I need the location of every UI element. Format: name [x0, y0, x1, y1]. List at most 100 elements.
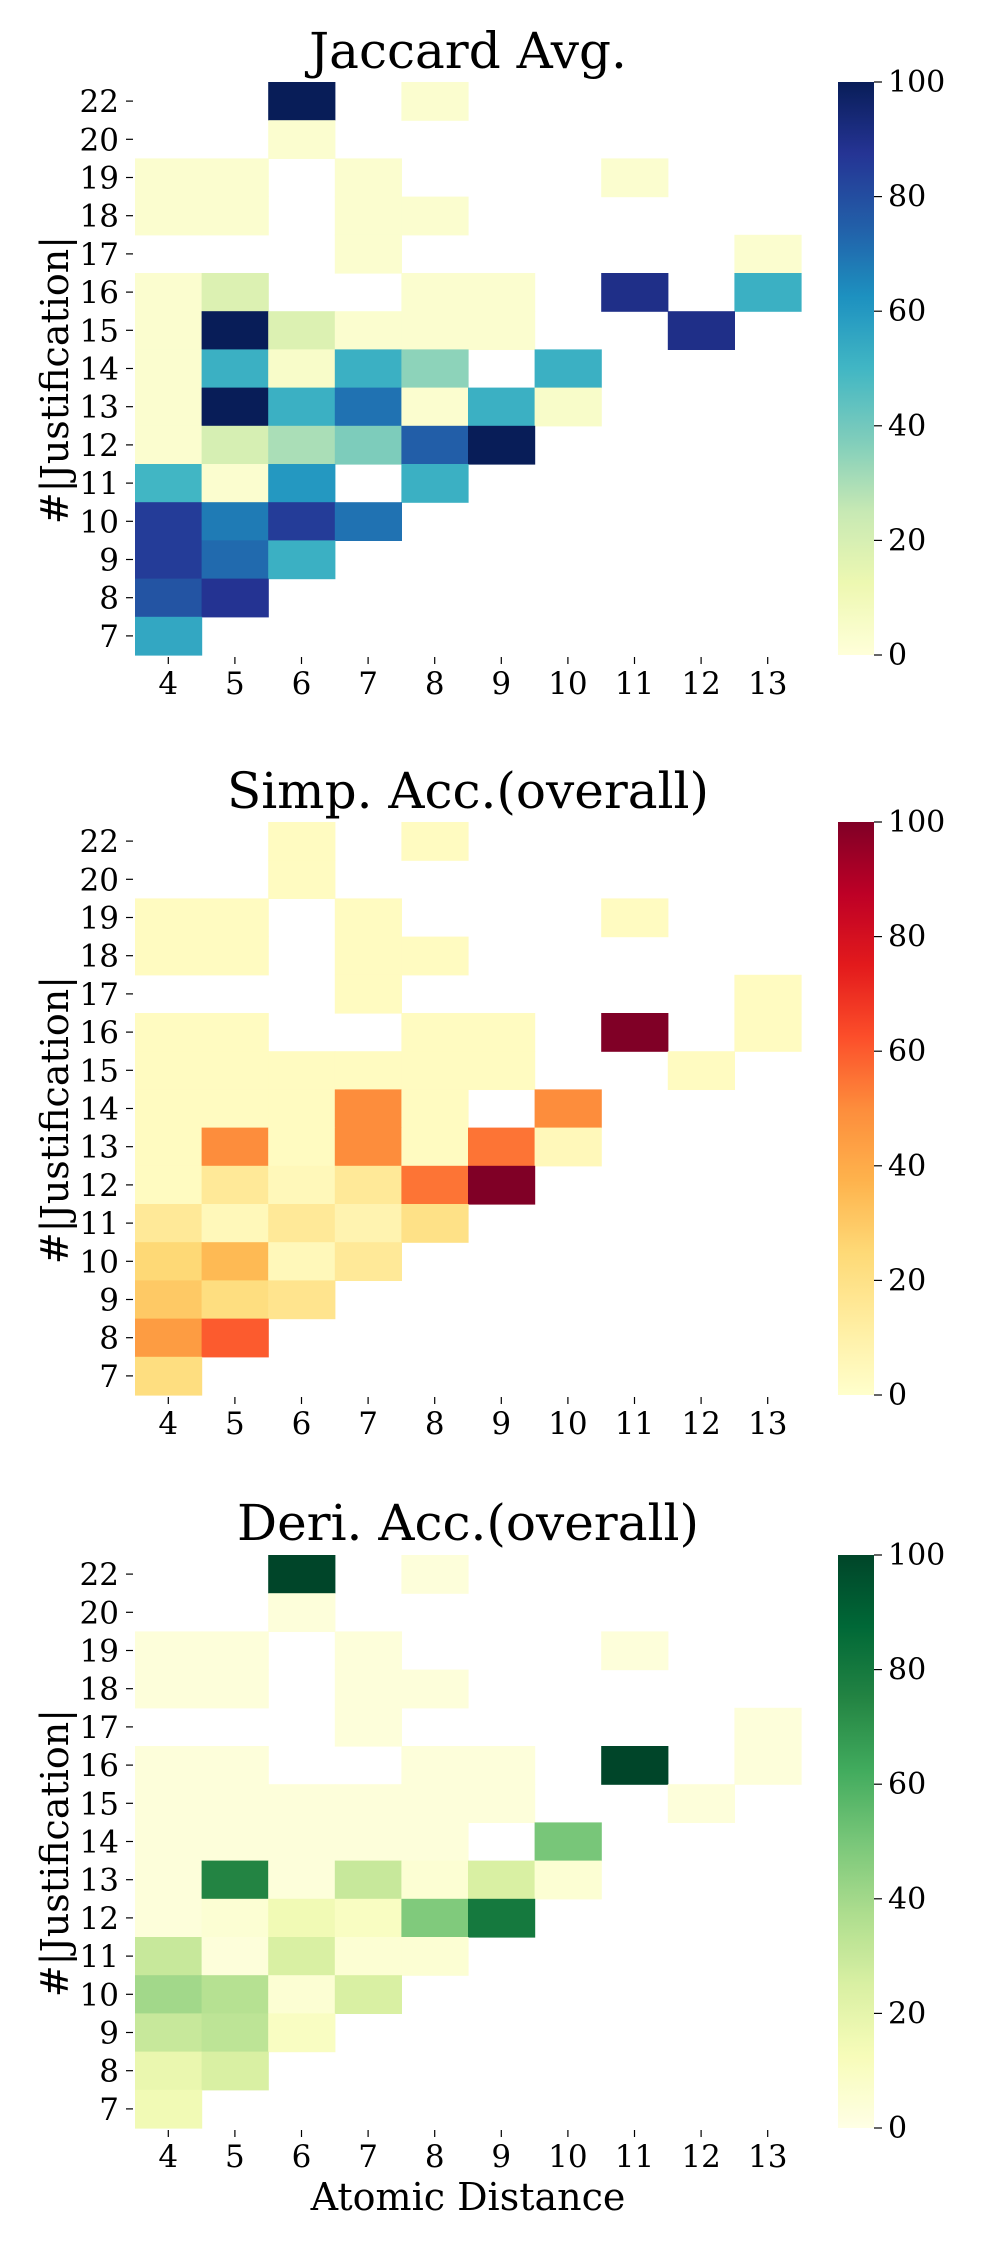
y-tick-label: 7 — [99, 619, 119, 655]
y-tick-label: 13 — [80, 1130, 119, 1166]
colorbar-tick-label: 80 — [888, 180, 926, 215]
y-tick-label: 15 — [80, 313, 119, 349]
heatmap-cell — [667, 1784, 735, 1823]
heatmap-cell — [201, 387, 269, 427]
colorbar-tick-label: 40 — [888, 409, 926, 444]
heatmap-cell — [268, 464, 336, 503]
heatmap-cell — [201, 2051, 269, 2091]
heatmap-cell — [135, 1975, 203, 2014]
jaccard-heatmap-panel: Jaccard Avg. #|Justification| 2220191817… — [33, 22, 945, 702]
heatmap-cell — [334, 1631, 402, 1671]
heatmap-cell — [334, 311, 402, 350]
heatmap-cell — [201, 1631, 269, 1671]
heatmap-cell — [334, 1051, 402, 1090]
y-tick-label: 7 — [99, 1359, 119, 1395]
heatmap-cell — [135, 273, 203, 312]
y-tick-label: 18 — [80, 1672, 119, 1708]
heatmap-cell — [268, 425, 336, 465]
heatmap-cell — [401, 349, 469, 389]
y-tick-label: 11 — [80, 1939, 119, 1975]
x-tick-label: 10 — [548, 2139, 587, 2175]
heatmap-cell — [334, 1784, 402, 1823]
colorbar-tick-label: 20 — [888, 523, 926, 558]
x-tick-label: 12 — [681, 1406, 720, 1442]
y-axis-label: #|Justification| — [33, 976, 77, 1264]
y-tick-label: 22 — [80, 824, 119, 860]
heatmap-cell — [135, 349, 203, 389]
heatmap-cell — [734, 273, 802, 312]
heatmap-cell — [734, 1013, 802, 1052]
colorbar — [838, 822, 874, 1395]
x-tick-label: 8 — [425, 2139, 445, 2175]
heatmap-cell — [401, 1746, 469, 1785]
heatmap-cell — [601, 1013, 669, 1052]
heatmap-cell — [135, 1204, 203, 1243]
heatmap-cell — [135, 425, 203, 465]
heatmap-cell — [468, 1860, 536, 1900]
heatmap-cell — [334, 1822, 402, 1862]
heatmap-cell — [135, 196, 203, 236]
colorbar-tick-label: 40 — [888, 1882, 926, 1917]
heatmap-cell — [201, 1127, 269, 1167]
x-tick-label: 4 — [158, 1406, 178, 1442]
x-tick-label: 13 — [748, 666, 787, 702]
heatmap-cell — [334, 1127, 402, 1167]
heatmap-cell — [201, 1975, 269, 2014]
heatmap-cell — [334, 1898, 402, 1938]
heatmap-cell — [401, 464, 469, 503]
heatmap-cell — [135, 311, 203, 350]
heatmap-cell — [534, 1127, 602, 1167]
x-axis-label: Atomic Distance — [310, 2175, 626, 2219]
heatmap-cell — [201, 898, 269, 938]
y-tick-label: 17 — [80, 977, 119, 1013]
y-axis-label: #|Justification| — [33, 236, 77, 524]
heatmap-cell — [401, 1051, 469, 1090]
x-tick-label: 4 — [158, 2139, 178, 2175]
heatmap-cell — [401, 311, 469, 350]
heatmap-cell — [268, 349, 336, 389]
x-tick-label: 9 — [491, 666, 511, 702]
colorbar-tick-label: 100 — [888, 805, 945, 840]
y-tick-label: 10 — [80, 1977, 119, 2013]
heatmap-cell — [268, 1165, 336, 1205]
heatmap-cell — [201, 1013, 269, 1052]
heatmap-cell — [135, 1356, 203, 1396]
x-tick-label: 5 — [225, 666, 245, 702]
y-tick-label: 11 — [80, 1206, 119, 1242]
heatmap-cell — [268, 1555, 336, 1594]
heatmap-cell — [268, 1975, 336, 2014]
heatmap-cell — [401, 1784, 469, 1823]
heatmap-cell — [468, 1746, 536, 1785]
panel-title: Deri. Acc.(overall) — [237, 1494, 699, 1552]
heatmap-cell — [601, 273, 669, 312]
heatmap-cell — [401, 1013, 469, 1052]
heatmap-cell — [534, 1860, 602, 1900]
heatmap-cell — [201, 311, 269, 350]
y-tick-label: 12 — [80, 1168, 119, 1204]
heatmap-cell — [201, 1746, 269, 1785]
heatmap-cell — [334, 196, 402, 236]
y-tick-label: 19 — [80, 161, 119, 197]
heatmap-cell — [334, 936, 402, 976]
y-tick-label: 11 — [80, 466, 119, 502]
heatmap-cell — [468, 311, 536, 350]
heatmap-cell — [334, 502, 402, 541]
colorbar-tick-label: 0 — [888, 2111, 907, 2146]
heatmap-cell — [534, 349, 602, 389]
heatmap-cell — [534, 387, 602, 427]
y-tick-label: 22 — [80, 1557, 119, 1593]
heatmap-cell — [135, 1165, 203, 1205]
x-tick-label: 9 — [491, 2139, 511, 2175]
heatmap-cell — [401, 82, 469, 121]
heatmap-cell — [334, 425, 402, 465]
colorbar-tick-label: 0 — [888, 1378, 907, 1413]
heatmap-cell — [334, 387, 402, 427]
y-tick-label: 10 — [80, 504, 119, 540]
y-tick-label: 18 — [80, 939, 119, 975]
heatmap-cell — [401, 936, 469, 976]
y-tick-label: 15 — [80, 1053, 119, 1089]
y-tick-label: 14 — [80, 352, 119, 388]
x-tick-label: 4 — [158, 666, 178, 702]
y-tick-label: 8 — [99, 2054, 119, 2090]
colorbar-tick-label: 100 — [888, 1538, 945, 1573]
